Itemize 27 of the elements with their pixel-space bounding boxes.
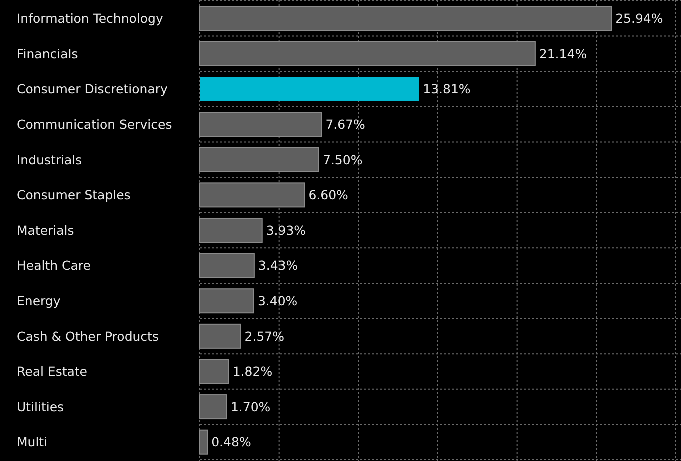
y-tick-label: Multi [17, 434, 48, 450]
y-tick-label: Information Technology [17, 11, 164, 26]
y-tick-label: Financials [17, 46, 78, 62]
data-label: 1.82% [232, 364, 273, 380]
data-label: 3.40% [258, 293, 298, 308]
data-label: 13.81% [423, 82, 471, 97]
bar [200, 77, 420, 102]
y-tick-label: Health Care [17, 258, 92, 274]
data-label: 6.60% [308, 188, 349, 203]
data-label: 1.70% [230, 399, 271, 414]
data-label: 0.48% [212, 434, 252, 450]
data-label: 3.43% [258, 258, 298, 274]
data-label: 3.93% [266, 222, 306, 238]
y-tick-label: Real Estate [17, 364, 88, 380]
data-label: 7.67% [326, 116, 366, 132]
y-tick-label: Consumer Staples [17, 188, 131, 203]
y-tick-label: Materials [17, 222, 74, 238]
y-tick-label: Communication Services [17, 116, 172, 132]
y-tick-label: Utilities [17, 399, 64, 414]
y-tick-label: Energy [17, 293, 62, 308]
data-label: 7.50% [323, 152, 363, 168]
data-label: 25.94% [616, 11, 664, 26]
y-tick-label: Consumer Discretionary [17, 82, 168, 97]
y-tick-label: Cash & Other Products [17, 328, 159, 344]
y-tick-label: Industrials [17, 152, 82, 168]
data-label: 2.57% [244, 328, 285, 344]
data-label: 21.14% [539, 46, 588, 62]
